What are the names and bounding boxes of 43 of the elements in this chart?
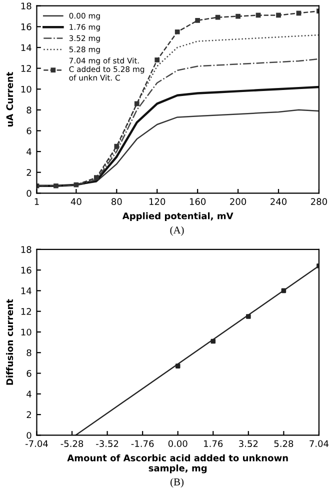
y-tick-label: 0 [26,432,32,439]
y-axis-title: Diffusion current [6,299,14,385]
text: (B) [170,478,184,488]
y-tick-label: 12 [21,65,31,72]
x-axis-title: Applied potential, mV [122,212,234,222]
y-tick-label: 16 [21,266,32,274]
x-axis-title: Amount of Ascorbic acid added to unknown sample, mg [67,454,288,474]
x-tick-label: 7.04 [310,440,329,448]
y-tick-label: 16 [21,23,32,30]
y-tick-label: 10 [21,86,32,93]
x-tick-label: 1.76 [204,440,223,448]
x-tick-label: 0.00 [168,440,188,448]
y-tick-label: 6 [26,127,32,134]
x-tick-label: -3.52 [96,440,118,448]
x-tick-label: 5.28 [274,440,294,448]
y-tick-label: 18 [21,246,32,253]
x-tick-label: 280 [311,198,327,206]
x-tick-label: 200 [230,198,246,206]
y-axis-title: uA Current [6,72,14,126]
y-tick-label: 18 [21,2,32,10]
y-tick-label: 10 [21,328,32,336]
y-tick-label: 14 [21,288,32,294]
y-tick-label: 8 [26,349,32,356]
x-tick-label: 3.52 [239,440,258,448]
x-tick-label: 40 [70,198,82,206]
y-tick-label: 0 [26,190,32,197]
x-tick-label: 120 [149,198,166,206]
text: (A) [170,226,184,236]
y-tick-label: 4 [26,390,32,398]
x-tick-label: 160 [190,198,206,206]
y-tick-label: 8 [26,106,32,114]
y-tick-label: 2 [26,169,31,176]
x-tick-label: 240 [270,198,287,206]
x-tick-label: -1.76 [131,440,154,448]
y-tick-label: 4 [26,148,32,155]
y-tick-label: 12 [21,308,31,315]
x-tick-label: 1 [34,198,39,205]
y-tick-label: 2 [26,411,31,418]
x-tick-label: 80 [112,198,122,206]
y-tick-label: 6 [26,370,32,377]
x-tick-label: -5.28 [60,440,84,448]
x-tick-label: -7.04 [26,440,48,448]
y-tick-label: 14 [21,44,32,51]
